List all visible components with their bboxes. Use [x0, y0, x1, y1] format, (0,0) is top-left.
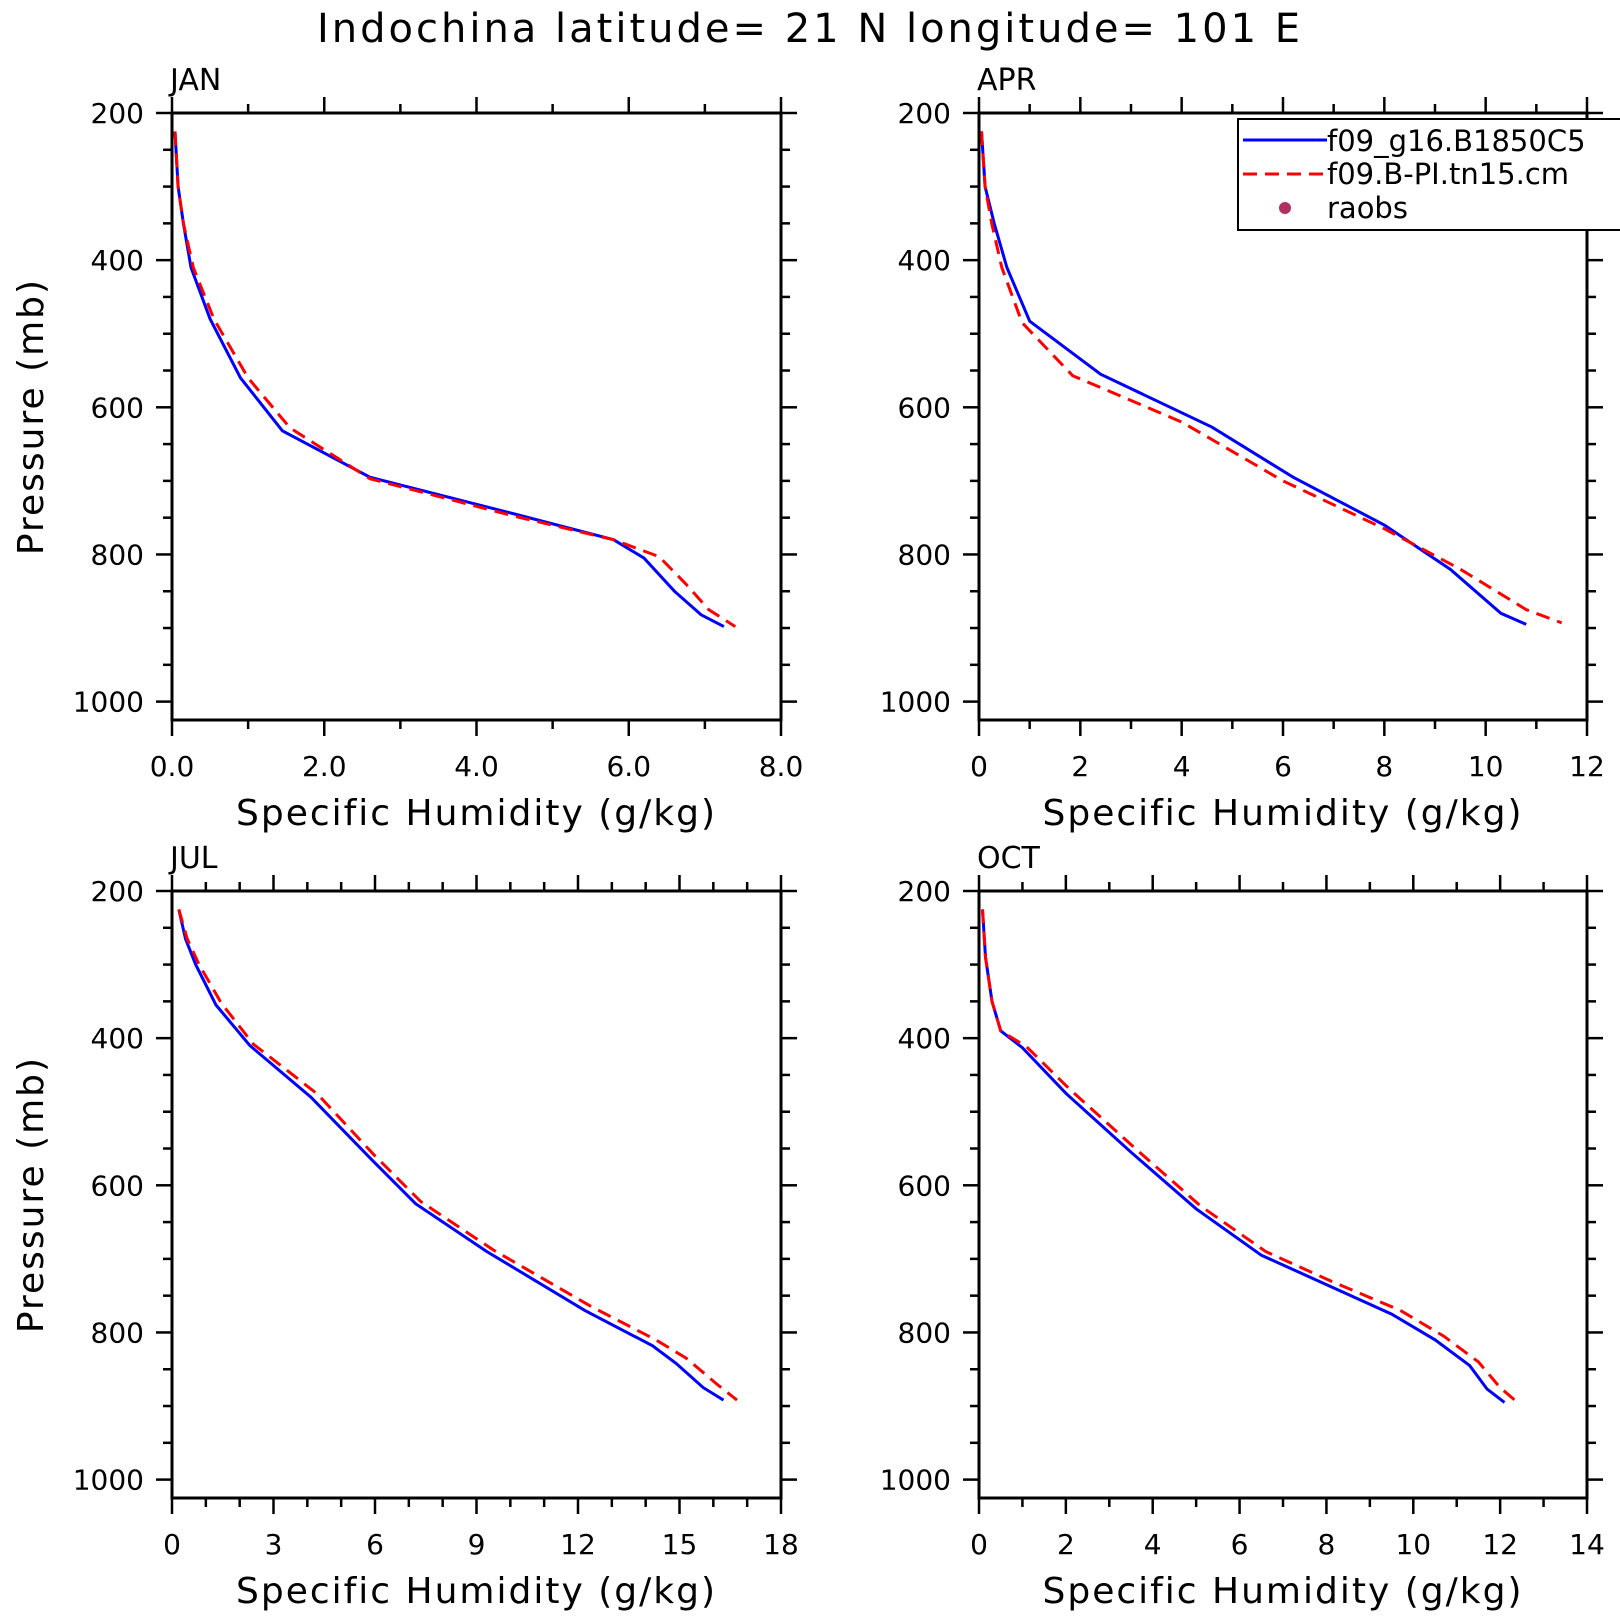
- x-tick-label: 12: [1569, 750, 1605, 783]
- series-line-dashed: [980, 131, 1563, 625]
- x-tick-label: 10: [1395, 1528, 1431, 1561]
- x-tick-label: 3: [265, 1528, 283, 1561]
- x-axis-title: Specific Humidity (g/kg): [236, 793, 717, 834]
- x-tick-label: 8: [1318, 1528, 1336, 1561]
- x-tick-label: 18: [763, 1528, 799, 1561]
- y-tick-label: 800: [898, 538, 951, 571]
- legend-entry-label: f09_g16.B1850C5: [1327, 124, 1586, 158]
- x-axis-title: Specific Humidity (g/kg): [236, 1571, 717, 1612]
- y-tick-label: 1000: [880, 1464, 951, 1497]
- x-tick-label: 0.0: [150, 750, 195, 783]
- x-tick-label: 0: [163, 1528, 181, 1561]
- x-tick-label: 2: [1057, 1528, 1075, 1561]
- panel-label: JUL: [168, 841, 218, 876]
- x-tick-label: 9: [468, 1528, 486, 1561]
- y-tick-label: 600: [898, 1169, 951, 1202]
- x-tick-label: 0: [970, 750, 988, 783]
- x-axis-title: Specific Humidity (g/kg): [1042, 793, 1523, 834]
- x-tick-label: 0: [970, 1528, 988, 1561]
- y-tick-label: 1000: [880, 686, 951, 719]
- x-tick-label: 14: [1569, 1528, 1605, 1561]
- y-tick-label: 600: [898, 391, 951, 424]
- x-tick-label: 12: [1482, 1528, 1518, 1561]
- y-tick-label: 600: [91, 1169, 144, 1202]
- x-tick-label: 10: [1468, 750, 1504, 783]
- chart-panel-apr: 0 2 4 6 8 10 12 200 400 600 800 1000 APR Specific Hum…: [880, 63, 1605, 834]
- x-tick-label: 2.0: [302, 750, 347, 783]
- y-tick-label: 400: [898, 244, 951, 277]
- series-line-solid: [980, 131, 1527, 626]
- series-line-dashed: [173, 131, 737, 628]
- y-tick-label: 400: [91, 1022, 144, 1055]
- y-tick-label: 400: [91, 244, 144, 277]
- panel-label: APR: [977, 63, 1036, 98]
- y-tick-label: 200: [91, 875, 144, 908]
- x-tick-label: 4.0: [454, 750, 499, 783]
- x-tick-label: 8: [1375, 750, 1393, 783]
- legend-box: [1237, 118, 1620, 231]
- chart-panel-jan: 0.0 2.0 4.0 6.0 8.0 200 400 600 800 1000 JAN Specif…: [11, 63, 803, 834]
- y-tick-label: 200: [898, 97, 951, 130]
- y-axis-title: Pressure (mb): [11, 278, 52, 555]
- chart-panel-oct: 0 2 4 6 8 10 12 14 200 400 600 800 1000 OCT Specific H…: [880, 841, 1605, 1612]
- x-tick-label: 6.0: [606, 750, 651, 783]
- plot-frame: [170, 889, 783, 1500]
- panel-label: OCT: [977, 841, 1041, 876]
- x-tick-label: 8.0: [759, 750, 804, 783]
- x-tick-label: 2: [1071, 750, 1089, 783]
- series-line-solid: [177, 909, 725, 1402]
- chart-panels: 0.0 2.0 4.0 6.0 8.02004006008001000JANSpecif…: [11, 63, 1605, 1612]
- x-tick-label: 6: [1231, 1528, 1249, 1561]
- x-tick-label: 4: [1144, 1528, 1162, 1561]
- x-tick-label: 12: [560, 1528, 596, 1561]
- legend: f09_g16.B1850C5 f09.B-PI.tn15.cm raobs: [1237, 118, 1620, 231]
- plot-frame: [170, 111, 783, 722]
- y-tick-label: 400: [898, 1022, 951, 1055]
- x-tick-label: 4: [1173, 750, 1191, 783]
- series-line-dashed: [981, 909, 1519, 1404]
- x-tick-label: 15: [662, 1528, 698, 1561]
- x-tick-label: 6: [366, 1528, 384, 1561]
- x-axis-title: Specific Humidity (g/kg): [1042, 1571, 1523, 1612]
- y-tick-label: 200: [91, 97, 144, 130]
- series-line-dashed: [177, 908, 738, 1402]
- legend-marker-dot: [1279, 202, 1291, 214]
- y-tick-label: 800: [898, 1316, 951, 1349]
- legend-entry-label: raobs: [1327, 191, 1408, 225]
- y-tick-label: 1000: [73, 1464, 144, 1497]
- panel-label: JAN: [168, 63, 221, 98]
- series-line-solid: [173, 131, 725, 628]
- y-tick-label: 1000: [73, 686, 144, 719]
- chart-panel-jul: 0 3 6 9 12 15 18 200 400 600 800 1000 JUL Specific Hu…: [11, 841, 799, 1612]
- legend-entry-label: f09.B-PI.tn15.cm: [1327, 157, 1569, 191]
- y-axis-title: Pressure (mb): [11, 1056, 52, 1333]
- y-tick-label: 800: [91, 1316, 144, 1349]
- y-tick-label: 800: [91, 538, 144, 571]
- plot-frame: [977, 889, 1589, 1500]
- figure-title: Indochina latitude= 21 N longitude= 101 …: [317, 6, 1303, 52]
- x-tick-label: 6: [1274, 750, 1292, 783]
- y-tick-label: 200: [898, 875, 951, 908]
- series-line-solid: [981, 909, 1506, 1404]
- y-tick-label: 600: [91, 391, 144, 424]
